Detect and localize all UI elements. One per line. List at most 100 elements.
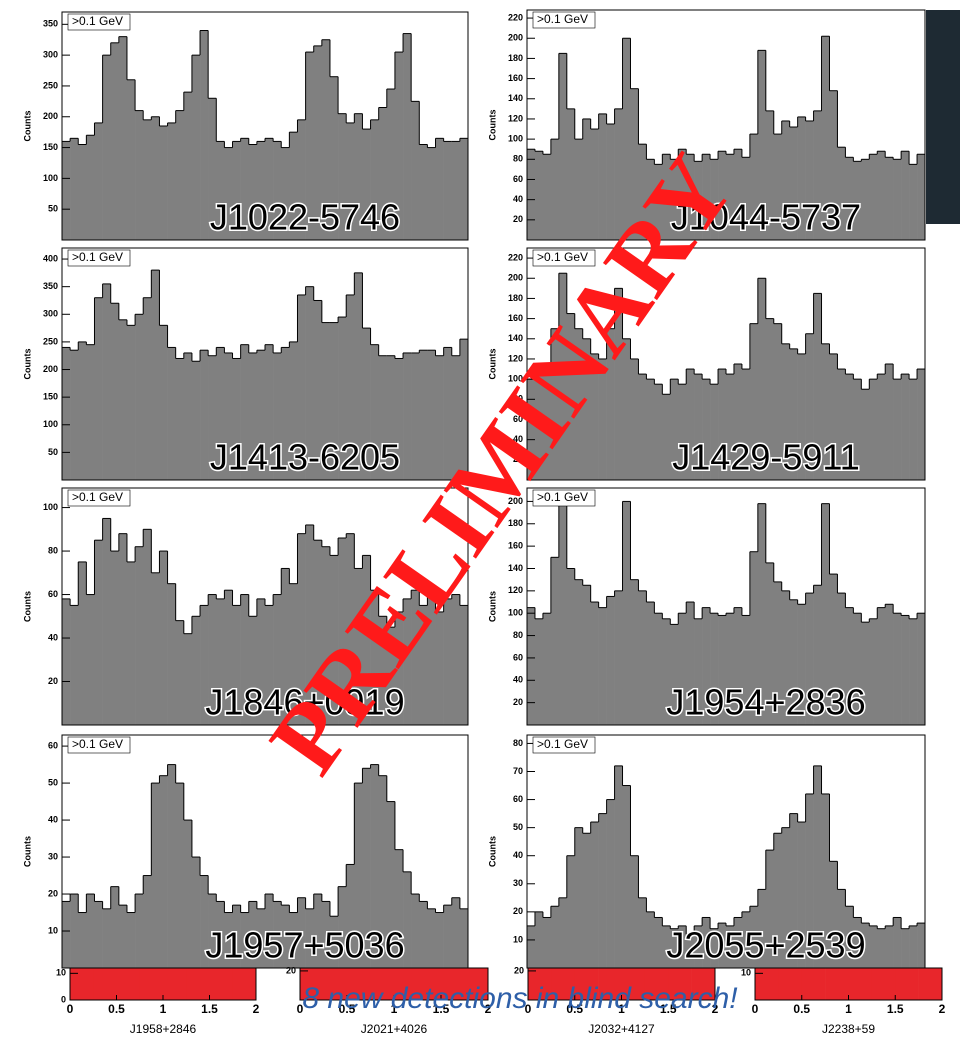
bar bbox=[78, 913, 86, 968]
bar bbox=[94, 540, 102, 725]
bar bbox=[427, 350, 435, 480]
y-tick-label: 50 bbox=[48, 777, 58, 787]
bar bbox=[168, 123, 176, 240]
bar bbox=[607, 596, 615, 725]
bar bbox=[111, 887, 119, 968]
bar bbox=[583, 833, 591, 968]
bar bbox=[543, 917, 551, 968]
bar bbox=[567, 109, 575, 240]
energy-label: >0.1 GeV bbox=[537, 737, 588, 751]
bar bbox=[559, 898, 567, 968]
bar bbox=[654, 613, 662, 725]
bar bbox=[909, 926, 917, 968]
bar bbox=[885, 604, 893, 725]
chart-title: J1022-5746 bbox=[210, 197, 400, 238]
bar bbox=[168, 765, 176, 968]
bar bbox=[94, 901, 102, 968]
bar bbox=[127, 80, 135, 240]
y-axis-label: Counts bbox=[487, 836, 497, 867]
bar bbox=[654, 384, 662, 480]
bar bbox=[543, 154, 551, 240]
bar bbox=[111, 551, 119, 725]
bar bbox=[427, 909, 435, 968]
bar bbox=[192, 616, 200, 725]
y-tick-label: 250 bbox=[43, 336, 58, 346]
y-tick-label: 20 bbox=[513, 906, 523, 916]
y-tick-label: 140 bbox=[508, 93, 523, 103]
y-tick-label: 10 bbox=[48, 925, 58, 935]
bar bbox=[877, 374, 885, 480]
bar bbox=[78, 144, 86, 240]
y-tick-label: 80 bbox=[513, 630, 523, 640]
bar bbox=[62, 347, 70, 480]
y-tick-label: 200 bbox=[508, 273, 523, 283]
energy-label: >0.1 GeV bbox=[537, 12, 588, 26]
y-tick-label: 160 bbox=[508, 313, 523, 323]
y-tick-label: 60 bbox=[513, 794, 523, 804]
bar bbox=[460, 138, 468, 240]
bar bbox=[411, 894, 419, 968]
bar bbox=[559, 501, 567, 725]
bar bbox=[119, 320, 127, 480]
bar bbox=[543, 613, 551, 725]
y-tick-label: 40 bbox=[513, 850, 523, 860]
y-tick-label: 60 bbox=[513, 652, 523, 662]
bar bbox=[861, 159, 869, 240]
chart-title: J1429-5911 bbox=[672, 437, 860, 478]
y-tick-label: 160 bbox=[508, 73, 523, 83]
bar bbox=[452, 898, 460, 968]
bar bbox=[551, 557, 559, 725]
x-tick-label: 1.5 bbox=[887, 1002, 904, 1016]
bar bbox=[159, 126, 167, 240]
y-tick-label: 80 bbox=[513, 738, 523, 748]
bar bbox=[86, 345, 94, 480]
y-tick-label: 40 bbox=[513, 675, 523, 685]
energy-label: >0.1 GeV bbox=[72, 250, 123, 264]
y-axis-label: Counts bbox=[22, 591, 32, 622]
energy-label: >0.1 GeV bbox=[72, 14, 123, 28]
bar bbox=[535, 912, 543, 968]
bar bbox=[159, 325, 167, 480]
bar bbox=[607, 800, 615, 968]
bar bbox=[551, 906, 559, 968]
bar bbox=[599, 814, 607, 968]
bar bbox=[630, 359, 638, 480]
x-tick-label: 2 bbox=[253, 1002, 260, 1016]
bar bbox=[917, 369, 925, 480]
bar bbox=[559, 53, 567, 240]
bar bbox=[869, 379, 877, 480]
bar bbox=[143, 529, 151, 725]
bar bbox=[119, 37, 127, 240]
bar bbox=[575, 580, 583, 725]
y-tick-label: 250 bbox=[43, 80, 58, 90]
bar bbox=[436, 138, 444, 240]
y-tick-label: 120 bbox=[508, 113, 523, 123]
bar bbox=[567, 568, 575, 725]
energy-label: >0.1 GeV bbox=[72, 490, 123, 504]
bar bbox=[623, 501, 631, 725]
bar bbox=[103, 284, 111, 480]
bar bbox=[615, 766, 623, 968]
y-tick-label: 100 bbox=[508, 133, 523, 143]
bar bbox=[143, 298, 151, 480]
bar bbox=[403, 353, 411, 480]
bar bbox=[192, 361, 200, 480]
y-tick-label: 80 bbox=[48, 545, 58, 555]
y-tick-label: 20 bbox=[514, 965, 524, 975]
y-tick-label: 60 bbox=[48, 740, 58, 750]
y-tick-label: 60 bbox=[513, 174, 523, 184]
bar bbox=[176, 111, 184, 240]
bar bbox=[527, 608, 535, 725]
bar bbox=[168, 584, 176, 725]
bar bbox=[78, 562, 86, 725]
bar bbox=[94, 123, 102, 240]
bar bbox=[893, 379, 901, 480]
bar bbox=[877, 151, 885, 240]
bar bbox=[419, 901, 427, 968]
y-tick-label: 200 bbox=[43, 111, 58, 121]
y-tick-label: 50 bbox=[513, 822, 523, 832]
chart-title: J2238+59 bbox=[822, 1022, 875, 1036]
bar bbox=[159, 551, 167, 725]
bar bbox=[151, 117, 159, 240]
y-tick-label: 30 bbox=[513, 878, 523, 888]
